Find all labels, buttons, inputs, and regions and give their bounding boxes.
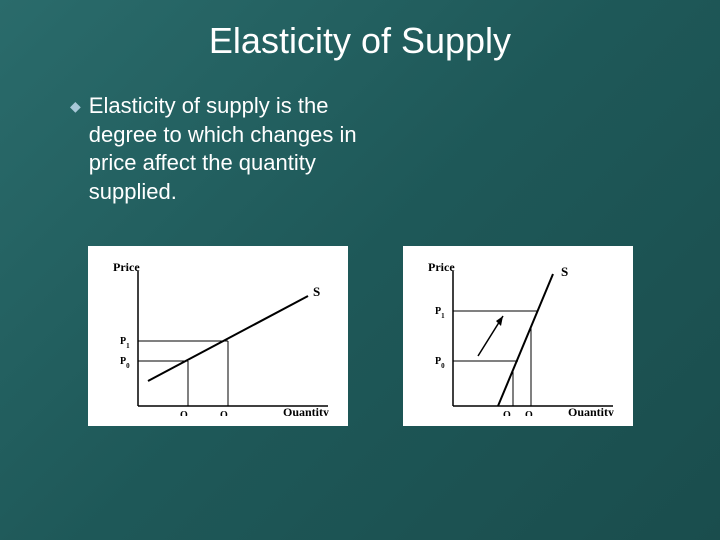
x-axis-label: Quantity	[283, 405, 329, 416]
page-title: Elasticity of Supply	[0, 0, 720, 62]
y-axis-label: Price	[113, 260, 140, 274]
y-tick-p0: P0	[120, 356, 130, 370]
curve-label: S	[313, 284, 320, 299]
bullet-item: ◆ Elasticity of supply is the degree to …	[70, 92, 390, 206]
curve-label: S	[561, 264, 568, 279]
charts-row: Price Quantity S P1 P0 Q0 Q1 Price	[0, 246, 720, 426]
elastic-supply-chart: Price Quantity S P1 P0 Q0 Q1	[88, 246, 348, 426]
bullet-text: Elasticity of supply is the degree to wh…	[89, 92, 390, 206]
x-tick-q0: Q0	[503, 410, 515, 416]
y-tick-p1: P1	[435, 306, 445, 320]
x-tick-q1: Q1	[220, 410, 232, 416]
x-tick-q0: Q0	[180, 410, 192, 416]
inelastic-supply-chart: Price Quantity S P1 P0 Q0 Q1	[403, 246, 633, 426]
diamond-bullet-icon: ◆	[70, 98, 81, 115]
y-axis-label: Price	[428, 260, 455, 274]
y-tick-p0: P0	[435, 356, 445, 370]
y-tick-p1: P1	[120, 336, 130, 350]
supply-curve	[498, 274, 553, 406]
x-tick-q1: Q1	[525, 410, 537, 416]
x-axis-label: Quantity	[568, 405, 614, 416]
